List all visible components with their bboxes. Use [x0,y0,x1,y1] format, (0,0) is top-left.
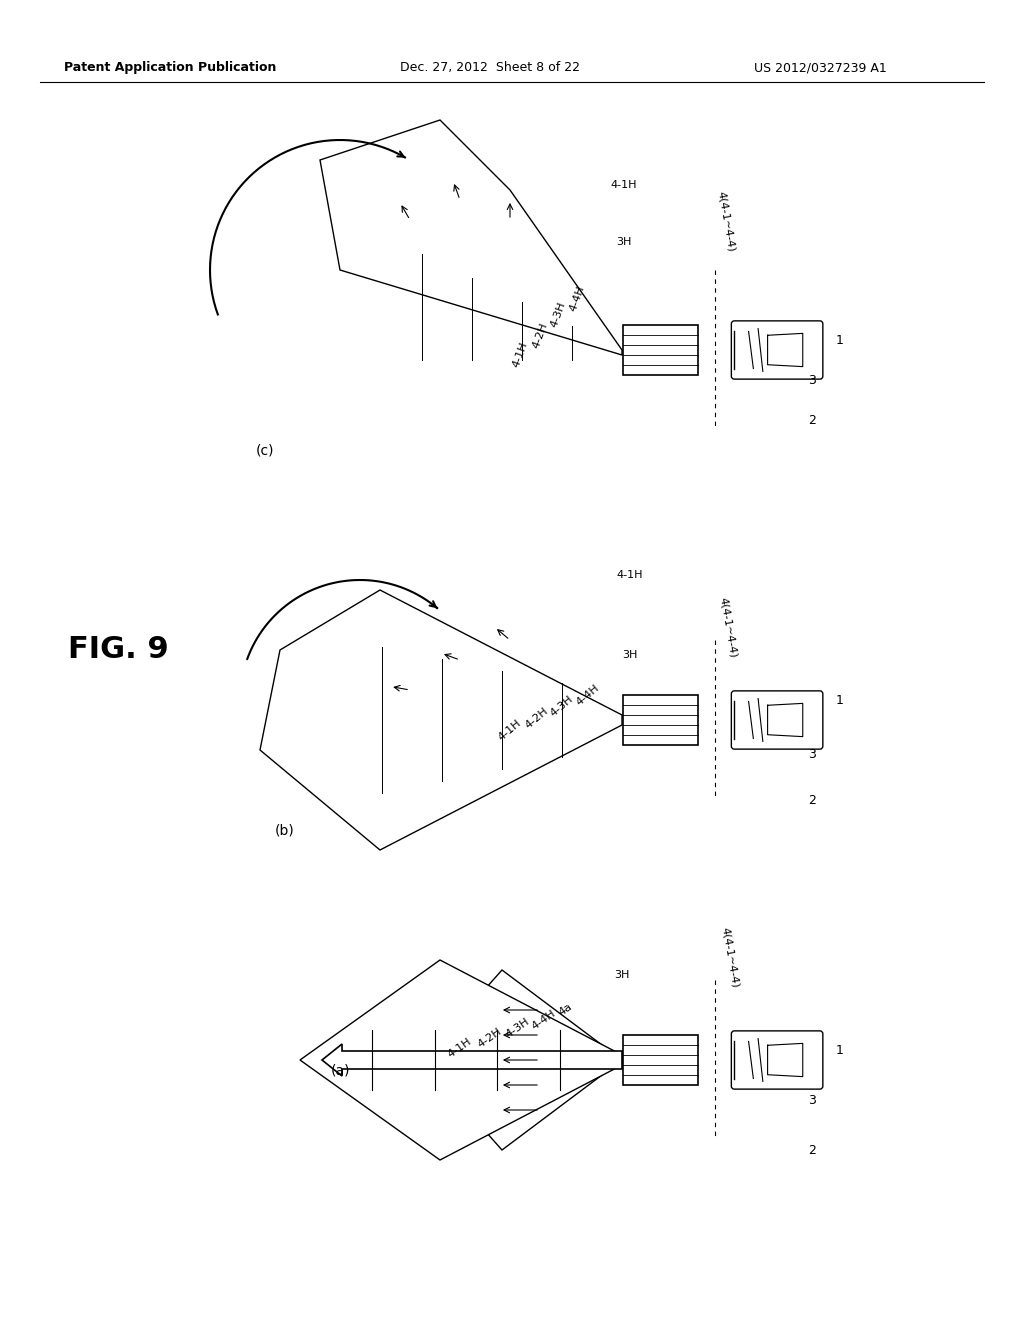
Text: 3: 3 [808,374,816,387]
Text: 4-1H: 4-1H [616,570,643,579]
Text: 1: 1 [836,1044,844,1056]
Text: 4(4-1~4-4): 4(4-1~4-4) [720,927,740,989]
Text: 3H: 3H [616,238,632,247]
Text: 4-3H: 4-3H [549,693,575,718]
Bar [623,325,697,375]
Text: 2: 2 [808,793,816,807]
Text: 4-4H: 4-4H [530,1008,558,1032]
Text: 4-4H: 4-4H [567,284,587,313]
Polygon shape [300,960,622,1160]
Text: 4-3H: 4-3H [549,301,567,329]
Text: 4-1H: 4-1H [446,1036,474,1060]
Text: Patent Application Publication: Patent Application Publication [63,62,276,74]
Text: 4-1H: 4-1H [511,341,529,370]
Text: 4(4-1~4-4): 4(4-1~4-4) [716,191,736,253]
Text: 2: 2 [808,413,816,426]
Text: 4(4-1~4-4): 4(4-1~4-4) [718,597,738,659]
Text: 4-4H: 4-4H [574,682,601,708]
Text: 1: 1 [836,693,844,706]
Bar [623,1035,697,1085]
Text: Dec. 27, 2012  Sheet 8 of 22: Dec. 27, 2012 Sheet 8 of 22 [400,62,580,74]
FancyBboxPatch shape [731,321,823,379]
FancyBboxPatch shape [731,1031,823,1089]
Text: 4-2H: 4-2H [476,1026,504,1049]
Text: (a): (a) [331,1063,350,1077]
Text: (b): (b) [275,822,295,837]
Text: 4-1H: 4-1H [610,180,637,190]
Text: FIG. 9: FIG. 9 [68,635,168,664]
Text: 4-3H: 4-3H [504,1016,531,1040]
Text: 4a: 4a [556,1002,573,1018]
Polygon shape [319,120,622,355]
FancyBboxPatch shape [731,690,823,750]
Polygon shape [422,970,622,1150]
Text: US 2012/0327239 A1: US 2012/0327239 A1 [754,62,887,74]
Text: 4-1H: 4-1H [497,718,523,742]
Text: 3: 3 [808,1093,816,1106]
Text: (c): (c) [256,444,274,457]
Text: 2: 2 [808,1143,816,1156]
Text: 4-2H: 4-2H [530,321,549,350]
Text: 4-2H: 4-2H [523,706,551,730]
Text: 3: 3 [808,748,816,762]
Bar [623,696,697,744]
Text: 3H: 3H [614,970,630,979]
Text: 1: 1 [836,334,844,346]
Text: 3H: 3H [623,649,638,660]
Polygon shape [260,590,622,850]
Polygon shape [322,1044,622,1076]
